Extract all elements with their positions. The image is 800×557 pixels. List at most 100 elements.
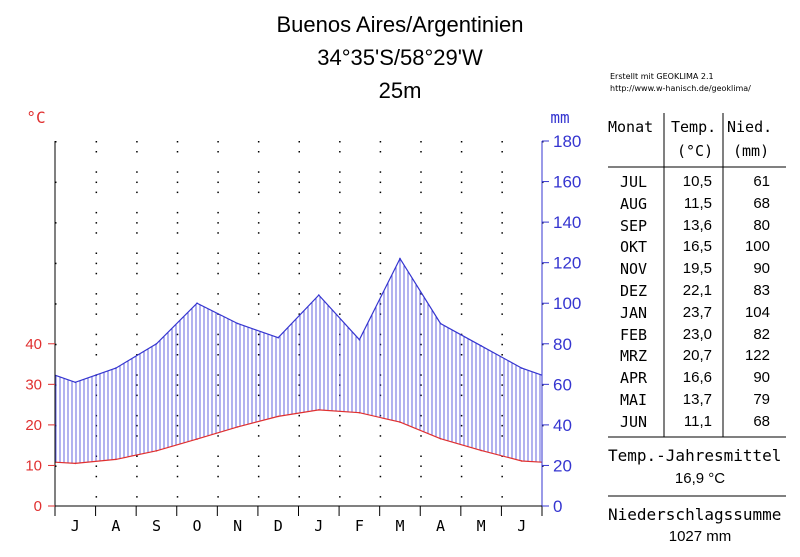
- grid-dot: [501, 303, 503, 305]
- grid-dot: [542, 424, 544, 427]
- grid-dot: [95, 343, 98, 346]
- grid-dot: [257, 424, 260, 427]
- grid-dot: [339, 141, 341, 143]
- grid-dot: [95, 171, 98, 173]
- grid-dot: [460, 424, 463, 427]
- grid-dot: [379, 313, 382, 315]
- grid-dot: [55, 343, 57, 346]
- grid-dot: [257, 384, 260, 386]
- grid-dot: [420, 424, 422, 427]
- grid-dot: [379, 181, 382, 184]
- grid-dot: [542, 465, 544, 467]
- grid-dot: [501, 475, 503, 478]
- grid-dot: [420, 252, 422, 254]
- grid-dot: [176, 313, 179, 315]
- table-row-precip: 68: [753, 194, 770, 212]
- grid-dot: [379, 435, 382, 437]
- table-row-temp: 10,5: [682, 173, 712, 190]
- grid-dot: [176, 171, 179, 173]
- grid-dot: [257, 272, 260, 275]
- grid-dot: [542, 262, 544, 265]
- grid-dot: [379, 414, 382, 417]
- grid-dot: [379, 475, 382, 478]
- grid-dot: [136, 141, 138, 143]
- grid-dot: [176, 354, 179, 356]
- grid-dot: [298, 151, 300, 153]
- table-row-precip: 90: [753, 260, 770, 278]
- grid-dot: [501, 252, 503, 254]
- grid-dot: [217, 435, 219, 437]
- grid-dot: [460, 313, 463, 315]
- grid-dot: [339, 424, 341, 427]
- grid-dot: [379, 232, 382, 234]
- grid-dot: [339, 293, 341, 295]
- grid-dot: [95, 354, 98, 356]
- grid-dot: [298, 465, 300, 467]
- grid-dot: [298, 181, 300, 184]
- temp-tick-label: 0: [34, 498, 42, 515]
- grid-dot: [420, 151, 422, 153]
- table-row-temp: 22,1: [682, 282, 712, 299]
- grid-dot: [217, 222, 219, 224]
- grid-dot: [257, 191, 260, 194]
- station-title: Buenos Aires/Argentinien: [276, 12, 524, 37]
- temp-tick-label: 10: [25, 457, 42, 474]
- grid-dot: [460, 343, 463, 346]
- grid-dot: [339, 465, 341, 467]
- grid-dot: [136, 496, 138, 498]
- precipitation-point: [317, 294, 320, 296]
- grid-dot: [136, 374, 138, 376]
- grid-dot: [460, 496, 463, 498]
- grid-dot: [501, 171, 503, 173]
- grid-dot: [136, 303, 138, 305]
- grid-dot: [339, 272, 341, 275]
- grid-dot: [339, 313, 341, 315]
- grid-dot: [379, 272, 382, 275]
- grid-dot: [298, 313, 300, 315]
- grid-dot: [217, 232, 219, 234]
- month-label: J: [517, 517, 526, 535]
- table-row-month: FEB: [620, 325, 648, 344]
- grid-dot: [95, 141, 98, 143]
- grid-dot: [136, 272, 138, 275]
- grid-dot: [339, 475, 341, 478]
- table-row-month: JUL: [620, 173, 648, 191]
- grid-dot: [420, 303, 422, 305]
- grid-dot: [460, 232, 463, 234]
- month-label: M: [395, 517, 404, 535]
- grid-dot: [217, 343, 219, 346]
- grid-dot: [136, 435, 138, 437]
- precipitation-point: [520, 367, 523, 369]
- temp-annual-mean-label: Temp.-Jahresmittel: [608, 446, 782, 465]
- temp-tick-label: 40: [25, 336, 42, 353]
- precip-total-value: 1027 mm: [668, 528, 732, 545]
- grid-dot: [298, 435, 300, 437]
- grid-dot: [136, 475, 138, 478]
- table-row-temp: 13,6: [682, 216, 712, 234]
- grid-dot: [298, 191, 300, 194]
- grid-dot: [176, 293, 179, 295]
- table-row-temp: 16,6: [682, 369, 712, 387]
- grid-dot: [176, 496, 179, 498]
- grid-dot: [379, 343, 382, 346]
- grid-dot: [217, 141, 219, 143]
- grid-dot: [257, 414, 260, 417]
- grid-dot: [257, 181, 260, 184]
- grid-dot: [257, 435, 260, 437]
- grid-dot: [298, 475, 300, 478]
- grid-dot: [420, 465, 422, 467]
- grid-dot: [501, 181, 503, 184]
- temperature-point: [236, 426, 239, 428]
- table-row-month: JUN: [620, 412, 648, 431]
- grid-dot: [420, 354, 422, 356]
- grid-dot: [217, 151, 219, 153]
- grid-dot: [257, 151, 260, 153]
- grid-dot: [379, 394, 382, 397]
- month-label: S: [152, 517, 161, 535]
- grid-dot: [298, 232, 300, 234]
- grid-dot: [501, 191, 503, 194]
- credit-line: Erstellt mit GEOKLIMA 2.1: [610, 72, 714, 81]
- table-row-temp: 13,7: [682, 391, 712, 408]
- grid-dot: [298, 211, 300, 214]
- table-row-month: DEZ: [620, 282, 648, 300]
